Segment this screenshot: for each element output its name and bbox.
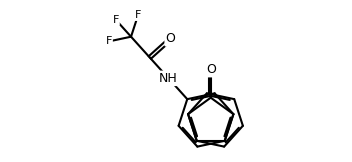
Text: F: F — [113, 15, 119, 25]
Text: NH: NH — [159, 72, 178, 85]
Text: F: F — [135, 10, 141, 20]
Text: F: F — [106, 36, 112, 46]
Text: O: O — [166, 32, 176, 45]
Text: O: O — [206, 63, 216, 76]
